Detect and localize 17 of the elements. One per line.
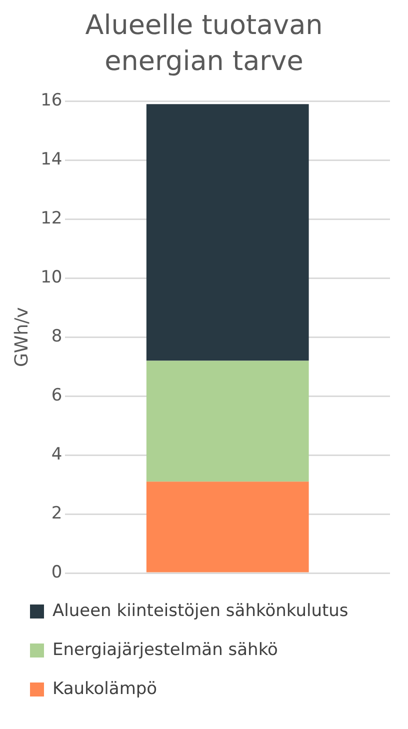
bar [146,104,309,361]
y-tick-label: 14 [40,150,62,170]
y-tick-label: 8 [51,326,62,347]
bar [146,482,309,572]
chart-title: Alueelle tuotavan energian tarve [84,9,324,79]
y-tick-label: 16 [40,90,62,111]
y-tick-label: 6 [51,385,62,406]
y-tick-label: 10 [40,268,62,288]
legend-label: Alueen kiinteistöjen sähkönkulutus [52,600,348,621]
y-tick-label: 12 [40,208,62,229]
legend-label: Kaukolämpö [52,678,158,699]
bar [146,360,309,482]
y-axis-title: GWh/v [11,306,32,368]
y-tick-label: 2 [51,503,62,524]
legend-label: Energiajärjestelmän sähkö [52,640,278,660]
y-tick-label: 4 [51,444,62,464]
y-tick-label: 0 [51,562,62,582]
